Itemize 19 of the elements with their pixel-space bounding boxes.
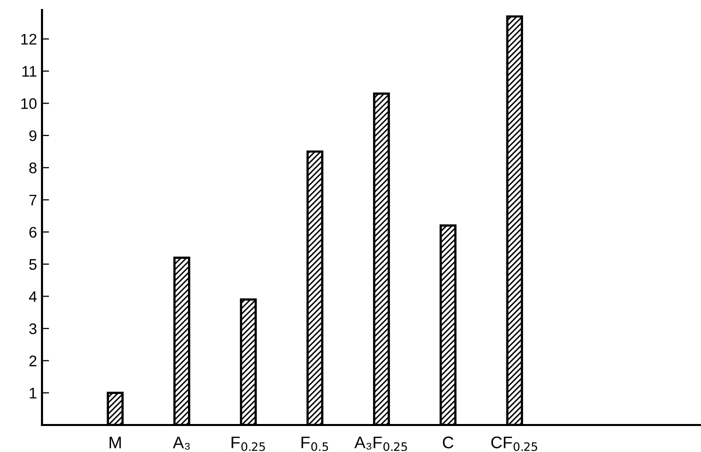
- y-tick-label: 7: [29, 194, 36, 206]
- x-tick-label: C: [442, 436, 454, 448]
- y-tick-label: 8: [29, 162, 36, 174]
- y-tick-label: 11: [22, 66, 36, 77]
- y-tick-label: 9: [29, 130, 36, 142]
- x-tick-label: A₃: [172, 436, 190, 450]
- x-tick-label: M: [110, 436, 121, 448]
- x-tick-label: A₃F$_{0.25}$: [354, 436, 407, 452]
- y-tick-label: 1: [30, 388, 36, 398]
- x-tick-label: CF$_{0.25}$: [491, 436, 538, 452]
- y-tick-label: 10: [21, 98, 37, 109]
- y-tick-label: 12: [21, 34, 36, 44]
- x-tick-label: F$_{0.25}$: [232, 436, 265, 452]
- y-tick-label: 3: [29, 323, 36, 334]
- y-tick-label: 2: [29, 356, 36, 366]
- y-tick-label: 4: [28, 291, 37, 302]
- y-tick-label: 6: [29, 226, 36, 238]
- x-tick-label: F$_{0.5}$: [302, 436, 328, 452]
- y-tick-label: 5: [29, 259, 36, 270]
